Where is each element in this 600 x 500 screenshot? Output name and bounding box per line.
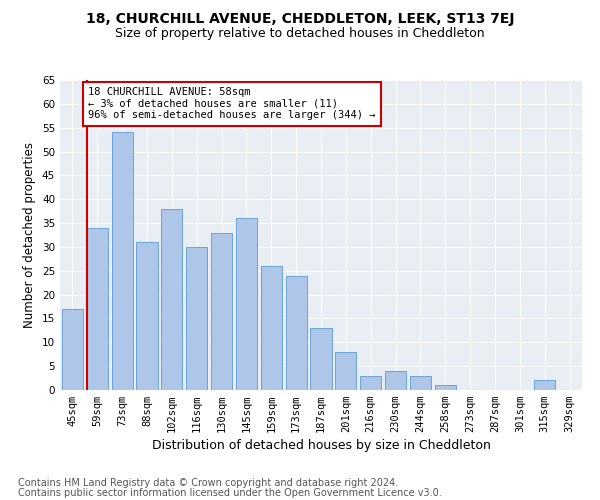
Bar bbox=[410, 376, 431, 390]
Y-axis label: Number of detached properties: Number of detached properties bbox=[23, 142, 37, 328]
Bar bbox=[261, 266, 282, 390]
Text: 18 CHURCHILL AVENUE: 58sqm
← 3% of detached houses are smaller (11)
96% of semi-: 18 CHURCHILL AVENUE: 58sqm ← 3% of detac… bbox=[88, 87, 376, 120]
Text: Contains HM Land Registry data © Crown copyright and database right 2024.: Contains HM Land Registry data © Crown c… bbox=[18, 478, 398, 488]
Text: Contains public sector information licensed under the Open Government Licence v3: Contains public sector information licen… bbox=[18, 488, 442, 498]
Bar bbox=[236, 218, 257, 390]
Bar bbox=[335, 352, 356, 390]
Bar bbox=[87, 228, 108, 390]
Bar bbox=[286, 276, 307, 390]
Bar bbox=[186, 247, 207, 390]
Text: Size of property relative to detached houses in Cheddleton: Size of property relative to detached ho… bbox=[115, 28, 485, 40]
Bar bbox=[112, 132, 133, 390]
X-axis label: Distribution of detached houses by size in Cheddleton: Distribution of detached houses by size … bbox=[152, 440, 490, 452]
Bar bbox=[161, 209, 182, 390]
Bar bbox=[385, 371, 406, 390]
Bar bbox=[534, 380, 555, 390]
Text: 18, CHURCHILL AVENUE, CHEDDLETON, LEEK, ST13 7EJ: 18, CHURCHILL AVENUE, CHEDDLETON, LEEK, … bbox=[86, 12, 514, 26]
Bar bbox=[62, 309, 83, 390]
Bar bbox=[435, 385, 456, 390]
Bar bbox=[360, 376, 381, 390]
Bar bbox=[310, 328, 332, 390]
Bar bbox=[136, 242, 158, 390]
Bar bbox=[211, 232, 232, 390]
